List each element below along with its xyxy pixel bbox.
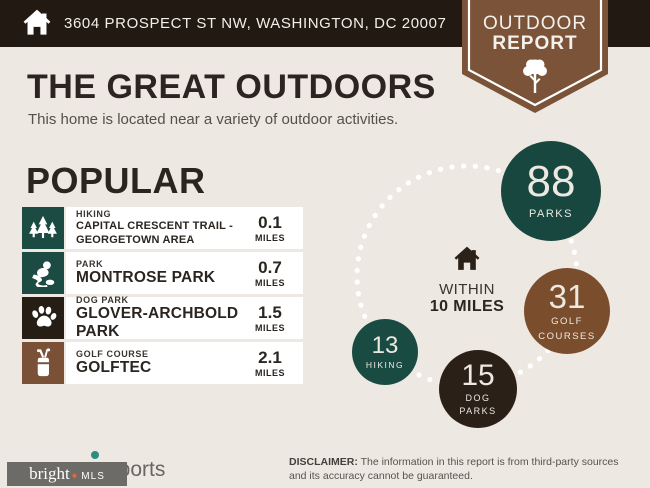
disclaimer: DISCLAIMER: The information in this repo… bbox=[289, 455, 635, 483]
stat-label-line2: COURSES bbox=[538, 330, 596, 342]
item-name: GLOVER-ARCHBOLD PARK bbox=[76, 305, 239, 340]
outdoor-report-badge: OUTDOOR REPORT bbox=[462, 0, 608, 120]
distance-value: 0.1 bbox=[258, 213, 282, 232]
home-icon bbox=[23, 9, 51, 35]
item-distance: 1.5 MILES bbox=[245, 303, 295, 333]
list-item-body: GOLF COURSE GOLFTEC 2.1 MILES bbox=[66, 342, 303, 384]
popular-list: HIKING CAPITAL CRESCENT TRAIL - GEORGETO… bbox=[22, 207, 303, 387]
stat-value: 31 bbox=[548, 277, 586, 315]
home-icon bbox=[454, 246, 480, 270]
list-item-body: PARK MONTROSE PARK 0.7 MILES bbox=[66, 252, 303, 294]
park-icon bbox=[22, 252, 64, 294]
item-name: GOLFTEC bbox=[76, 359, 152, 377]
disclaimer-label: DISCLAIMER: bbox=[289, 456, 358, 468]
stat-value: 15 bbox=[461, 358, 495, 392]
golf-bag-icon bbox=[22, 342, 64, 384]
distance-unit: MILES bbox=[254, 233, 285, 243]
item-category: PARK bbox=[76, 259, 104, 270]
pennant-shape bbox=[462, 0, 608, 113]
tree-icon bbox=[523, 59, 547, 93]
item-distance: 2.1 MILES bbox=[245, 348, 295, 378]
stat-label: GOLF bbox=[551, 315, 583, 327]
list-item-body: DOG PARK GLOVER-ARCHBOLD PARK 1.5 MILES bbox=[66, 295, 303, 340]
stat-circle-parks: 88 PARKS bbox=[501, 141, 601, 241]
badge-title-line2: REPORT bbox=[492, 33, 578, 54]
pine-trees-icon bbox=[22, 207, 64, 249]
item-distance: 0.7 MILES bbox=[245, 258, 295, 288]
list-item: GOLF COURSE GOLFTEC 2.1 MILES bbox=[22, 342, 303, 384]
item-category: DOG PARK bbox=[76, 295, 129, 306]
radius-center: WITHIN 10 MILES bbox=[412, 246, 522, 316]
property-address: 3604 PROSPECT ST NW, WASHINGTON, DC 2000… bbox=[64, 15, 447, 32]
list-item: HIKING CAPITAL CRESCENT TRAIL - GEORGETO… bbox=[22, 207, 303, 249]
star-icon: ✶ bbox=[70, 471, 79, 481]
stat-value: 88 bbox=[526, 157, 576, 207]
stat-label: DOG bbox=[465, 392, 491, 403]
stat-label: PARKS bbox=[529, 208, 573, 221]
logo-dot bbox=[91, 451, 99, 459]
distance-value: 0.7 bbox=[258, 258, 282, 277]
stat-label: HIKING bbox=[365, 359, 405, 370]
brand-suffix: MLS bbox=[81, 471, 105, 482]
distance-unit: MILES bbox=[254, 368, 285, 378]
list-item: PARK MONTROSE PARK 0.7 MILES bbox=[22, 252, 303, 294]
page-subtitle: This home is located near a variety of o… bbox=[28, 111, 399, 128]
stat-label-line2: PARKS bbox=[459, 406, 497, 416]
badge-title-line1: OUTDOOR bbox=[482, 13, 588, 34]
distance-value: 1.5 bbox=[258, 303, 282, 322]
stat-circle-dog-parks: 15 DOG PARKS bbox=[439, 350, 517, 428]
distance-value: 2.1 bbox=[258, 348, 282, 367]
item-category: GOLF COURSE bbox=[76, 349, 149, 360]
stat-circle-golf-courses: 31 GOLF COURSES bbox=[524, 268, 610, 354]
distance-unit: MILES bbox=[254, 323, 285, 333]
distance-unit: MILES bbox=[254, 278, 285, 288]
miles-label: 10 MILES bbox=[429, 298, 505, 315]
stat-circle-hiking: 13 HIKING bbox=[352, 319, 418, 385]
paw-icon bbox=[22, 297, 64, 339]
stat-value: 13 bbox=[371, 331, 399, 359]
list-item: DOG PARK GLOVER-ARCHBOLD PARK 1.5 MILES bbox=[22, 295, 303, 340]
item-category: HIKING bbox=[76, 208, 112, 219]
brand-name: bright bbox=[29, 464, 70, 483]
item-name: MONTROSE PARK bbox=[76, 269, 216, 287]
page-title: THE GREAT OUTDOORS bbox=[27, 68, 436, 106]
brightmls-logo: bright ✶ MLS bbox=[7, 462, 127, 486]
item-distance: 0.1 MILES bbox=[245, 213, 295, 243]
within-label: WITHIN bbox=[439, 281, 495, 298]
disclaimer-text: The information in this report is from t… bbox=[289, 456, 619, 483]
popular-heading: POPULAR bbox=[26, 160, 206, 201]
list-item-body: HIKING CAPITAL CRESCENT TRAIL - GEORGETO… bbox=[66, 207, 303, 249]
item-name: CAPITAL CRESCENT TRAIL - GEORGETOWN AREA bbox=[76, 219, 233, 246]
